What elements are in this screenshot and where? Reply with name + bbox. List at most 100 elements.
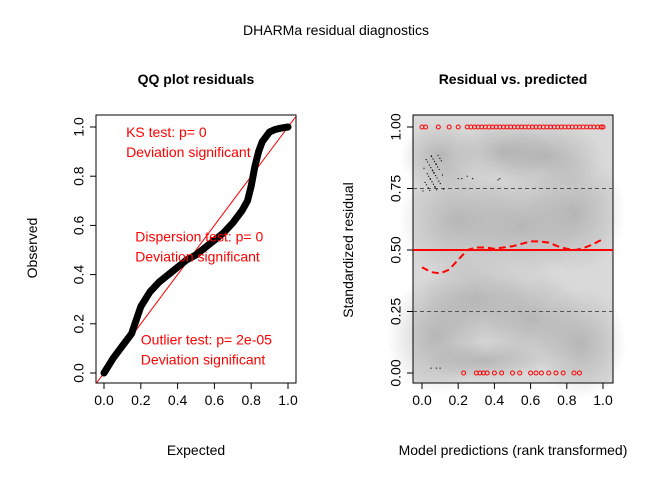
qq-plot-panel: QQ plot residuals Expected Observed 0.0 0… <box>24 71 298 458</box>
res-small-point <box>433 171 435 174</box>
res-outlier-bottom <box>533 370 539 376</box>
res-small-point <box>427 187 429 189</box>
residual-plot-title: Residual vs. predicted <box>439 71 588 87</box>
res-small-point <box>429 178 431 180</box>
qq-annotation-line: Deviation significant <box>135 248 260 264</box>
qq-plot-xlabel: Expected <box>167 442 225 458</box>
res-outlier-bottom <box>528 370 534 376</box>
residual-plot-ylabel: Standardized residual <box>340 182 356 317</box>
qq-plot-title: QQ plot residuals <box>138 71 255 87</box>
res-outlier-top <box>423 124 429 130</box>
res-small-point <box>423 167 425 169</box>
res-y-tick-label: 0.25 <box>388 298 404 325</box>
res-outlier-top <box>600 124 606 130</box>
res-small-point <box>425 184 428 186</box>
res-outlier-bottom <box>553 370 559 376</box>
res-small-point <box>438 168 440 171</box>
res-y-tick-label: 1.00 <box>388 113 404 140</box>
res-small-point <box>427 161 429 163</box>
qq-x-tick-label: 0.0 <box>94 392 114 408</box>
res-small-point <box>431 169 433 171</box>
res-y-tick-label: 0.00 <box>388 359 404 386</box>
res-small-point <box>430 166 432 169</box>
res-x-tick-label: 1.0 <box>593 392 613 408</box>
shading-blob <box>536 288 627 399</box>
res-small-point <box>434 186 436 188</box>
qq-plot-frame <box>95 114 297 384</box>
res-small-point <box>424 181 426 183</box>
res-outlier-bottom <box>576 370 582 376</box>
res-small-point <box>442 188 445 190</box>
res-outlier-bottom <box>560 370 566 376</box>
res-x-tick-label: 0.4 <box>485 392 505 408</box>
qq-y-tick-label: 0.4 <box>71 265 87 285</box>
res-small-point <box>434 174 437 177</box>
res-small-point <box>432 183 435 185</box>
res-small-point <box>439 367 441 369</box>
res-outlier-bottom <box>491 370 497 376</box>
res-small-point <box>499 178 501 180</box>
res-outlier-bottom <box>546 370 552 376</box>
res-outlier-top <box>598 124 604 130</box>
shading-blob <box>425 340 546 381</box>
residual-plot-xlabel: Model predictions (rank transformed) <box>399 442 628 458</box>
res-outlier-top <box>435 124 441 130</box>
res-outlier-bottom <box>571 370 577 376</box>
res-small-point <box>422 190 424 192</box>
shading-blob <box>453 121 554 182</box>
res-outlier-bottom <box>538 370 544 376</box>
res-small-point <box>437 166 439 168</box>
qq-observed-curve <box>100 123 292 377</box>
res-x-tick-label: 0.6 <box>521 392 541 408</box>
qq-x-tick-label: 0.2 <box>131 392 151 408</box>
res-small-point <box>431 181 433 183</box>
res-small-point <box>435 163 437 165</box>
residual-density-shading <box>386 115 627 399</box>
res-small-point <box>430 367 432 369</box>
residual-plot-panel: Residual vs. predicted Model predictions… <box>340 71 627 458</box>
res-outlier-bottom <box>517 370 523 376</box>
qq-annotation-line: Deviation significant <box>126 144 251 160</box>
res-small-point <box>440 160 442 162</box>
res-small-point <box>428 175 430 177</box>
res-small-point <box>432 158 434 160</box>
res-small-point <box>436 189 438 191</box>
res-small-point <box>437 154 439 156</box>
qq-y-tick-label: 0.8 <box>71 166 87 186</box>
figure-title: DHARMa residual diagnostics <box>243 22 429 38</box>
res-small-point <box>436 177 438 179</box>
res-y-tick-label: 0.50 <box>388 236 404 263</box>
res-small-point <box>441 174 444 176</box>
res-x-tick-label: 0.8 <box>557 392 577 408</box>
res-small-point <box>426 173 428 175</box>
qq-y-tick-label: 0.6 <box>71 215 87 235</box>
res-small-point <box>438 180 440 182</box>
res-outlier-top <box>455 124 461 130</box>
res-y-tick-label: 0.75 <box>388 175 404 202</box>
res-small-point <box>497 179 499 181</box>
qq-x-tick-label: 1.0 <box>278 392 298 408</box>
res-small-point <box>461 178 463 180</box>
res-x-tick-label: 0.0 <box>412 392 432 408</box>
qq-annotation-line: Dispersion test: p= 0 <box>135 228 263 244</box>
qq-annotation-line: Deviation significant <box>141 352 266 368</box>
res-outlier-bottom <box>499 370 505 376</box>
res-small-point <box>433 160 436 163</box>
res-small-point <box>439 182 441 185</box>
res-quantile-curve <box>421 238 604 275</box>
qq-plot-ylabel: Observed <box>24 218 40 279</box>
qq-x-tick-label: 0.8 <box>241 392 261 408</box>
qq-x-tick-label: 0.6 <box>205 392 225 408</box>
qq-annotation-line: Outlier test: p= 2e-05 <box>141 332 272 348</box>
res-outlier-bottom <box>484 370 490 376</box>
res-outlier-bottom <box>461 370 467 376</box>
res-small-point <box>425 158 427 161</box>
res-small-point <box>430 155 432 157</box>
residual-plot-marks: 0.0 0.2 0.4 0.6 0.8 1.0 0.00 0.25 0.50 0.75 1.00 <box>388 113 613 408</box>
res-small-point <box>466 175 468 177</box>
qq-y-tick-label: 0.2 <box>71 314 87 334</box>
res-small-point <box>429 189 431 191</box>
res-small-point <box>472 178 474 180</box>
res-x-tick-label: 0.2 <box>448 392 468 408</box>
